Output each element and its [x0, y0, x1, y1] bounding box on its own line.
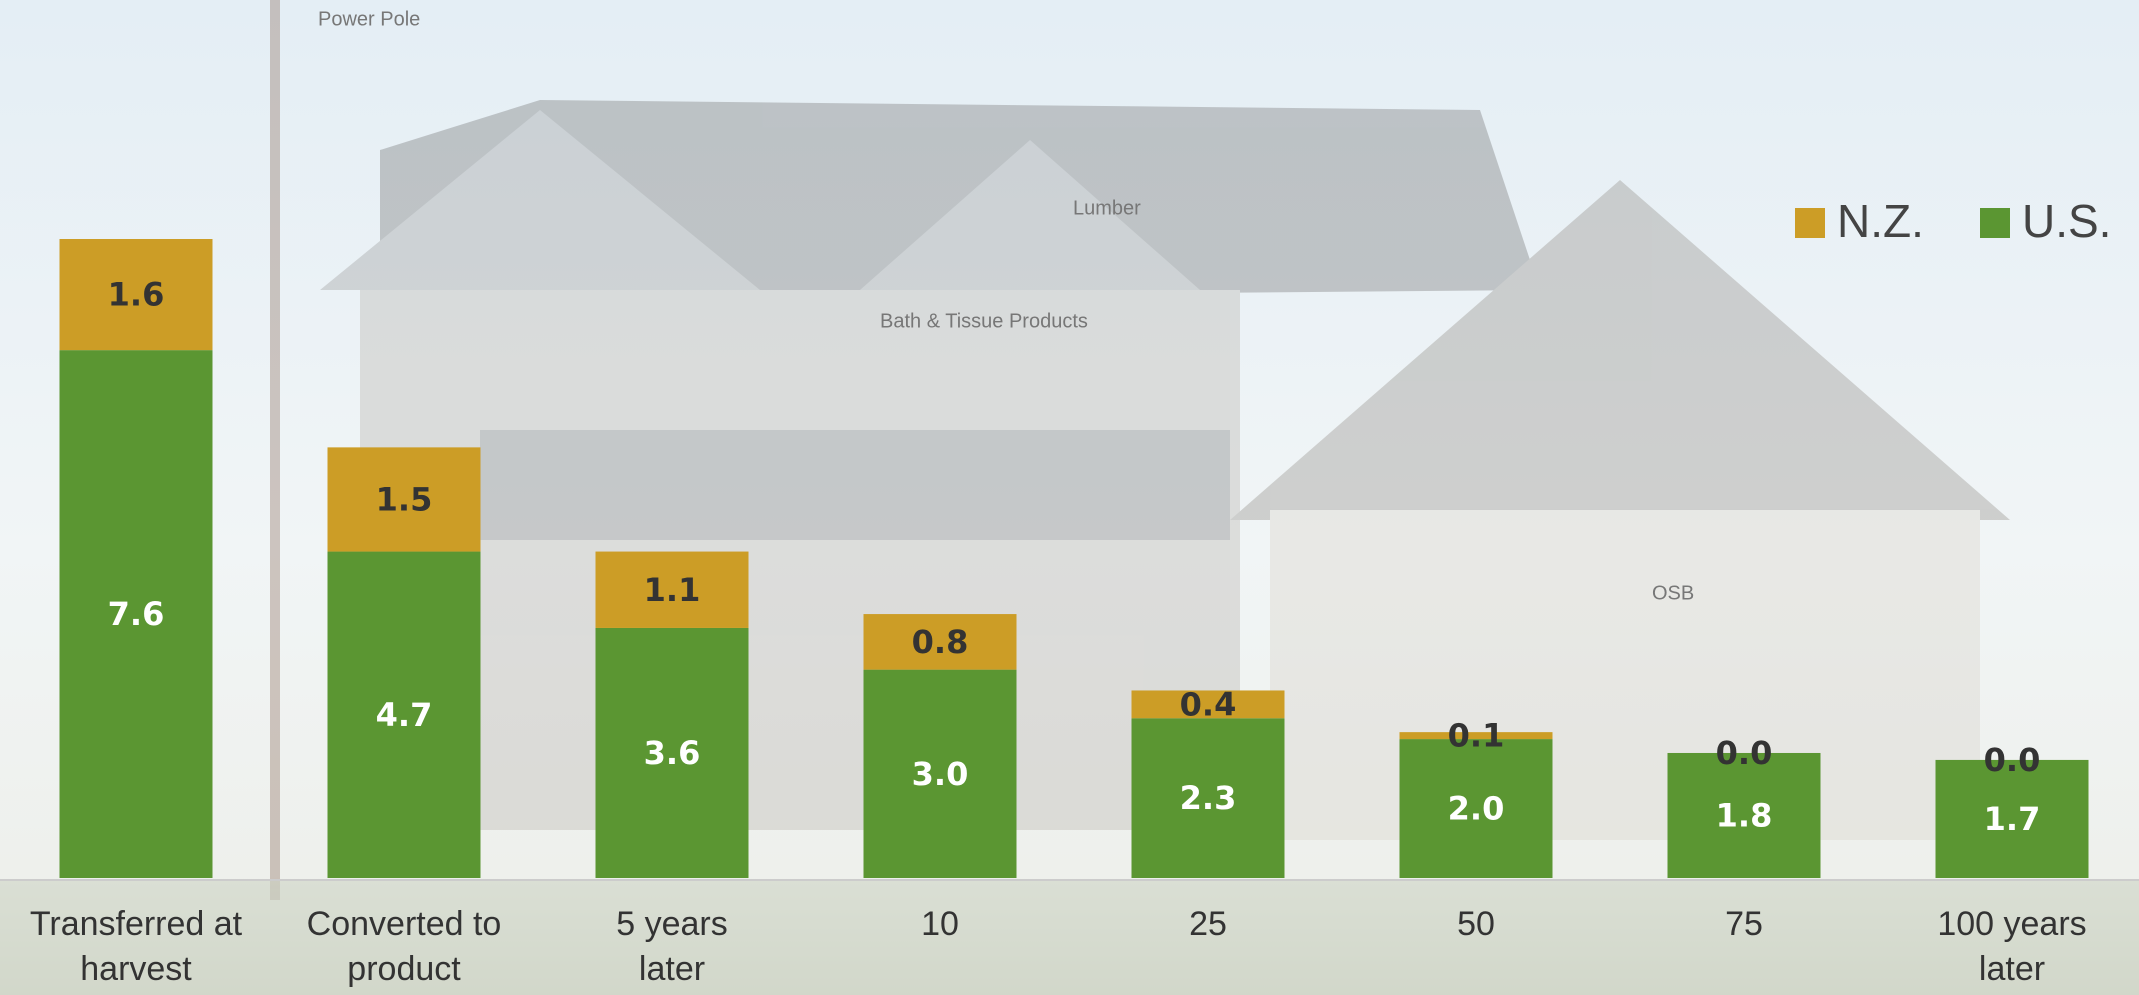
value-label: 0.1	[1448, 717, 1505, 755]
value-label: 1.5	[376, 480, 433, 518]
legend-swatch	[1980, 208, 2010, 238]
bar-segment	[595, 627, 749, 878]
bar-segment	[863, 669, 1017, 878]
x-tick-label: 25	[1189, 905, 1227, 943]
x-tick-label: Converted to product	[306, 905, 502, 988]
x-tick-label: 100 years later	[1937, 905, 2087, 988]
value-label: 2.3	[1180, 779, 1237, 817]
value-label: 1.6	[108, 276, 165, 314]
value-label: 3.0	[912, 755, 969, 793]
value-label: 0.0	[1716, 734, 1773, 772]
value-label: 4.7	[376, 696, 433, 734]
illustration-label: Bath & Tissue Products	[880, 310, 1088, 332]
legend-swatch	[1795, 208, 1825, 238]
bar-segment	[1131, 718, 1285, 878]
x-tick-label: 75	[1725, 905, 1763, 943]
bar-segment	[327, 447, 481, 552]
house-illustration	[270, 0, 2010, 900]
value-label: 2.0	[1448, 790, 1505, 828]
value-label: 0.8	[912, 623, 969, 661]
bar-segment	[327, 551, 481, 878]
bar-segment	[1399, 739, 1553, 878]
legend-label: U.S.	[2022, 195, 2111, 247]
bar-segment	[863, 614, 1017, 670]
value-label: 1.7	[1984, 800, 2041, 838]
value-label: 0.4	[1180, 685, 1237, 723]
illustration-label: OSB	[1652, 582, 1694, 604]
value-label: 0.0	[1984, 741, 2041, 779]
bar-segment	[1399, 732, 1553, 740]
bar-segment	[59, 350, 213, 878]
bar-segment	[595, 551, 749, 628]
x-tick-label: 50	[1457, 905, 1495, 943]
value-label: 1.1	[644, 571, 701, 609]
bar-segment	[1935, 759, 2089, 878]
legend-label: N.Z.	[1837, 195, 1924, 247]
ground	[0, 880, 2139, 995]
x-tick-label: 5 years later	[616, 905, 728, 988]
illustration-label: Lumber	[1073, 197, 1141, 219]
value-label: 3.6	[644, 734, 701, 772]
bar-segment	[59, 239, 213, 351]
bar-segment	[1667, 752, 1821, 878]
value-label: 1.8	[1716, 796, 1773, 834]
value-label: 7.6	[108, 595, 165, 633]
illustration-label: Power Pole	[318, 8, 420, 30]
x-tick-label: Transferred at harvest	[29, 905, 243, 988]
bar-segment	[1131, 690, 1285, 719]
x-tick-label: 10	[921, 905, 959, 943]
